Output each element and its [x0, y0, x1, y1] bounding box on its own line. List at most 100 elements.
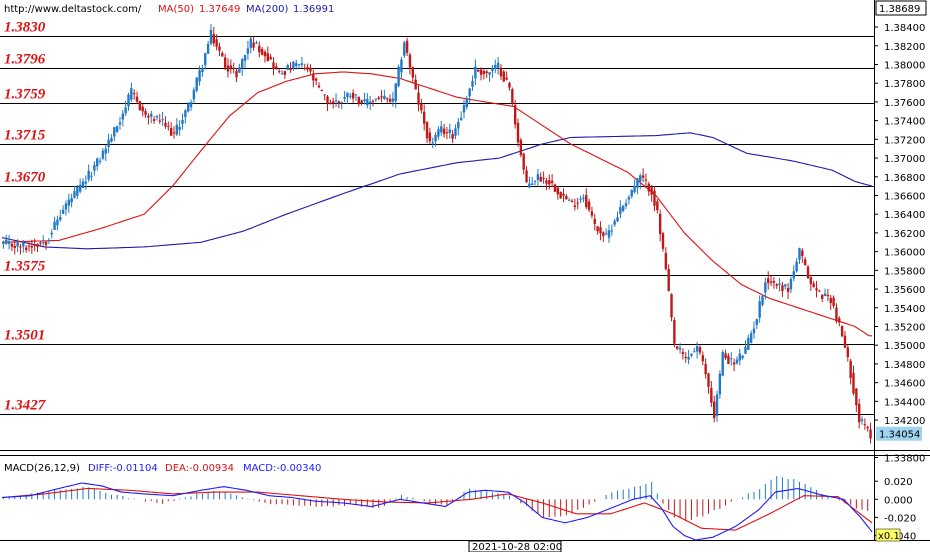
price-tick-label-0: 1.38400 — [884, 23, 925, 34]
candle-body — [531, 183, 534, 186]
candle-body — [727, 355, 730, 364]
candle-body — [658, 213, 662, 235]
candle-body — [280, 73, 284, 75]
candle-body — [73, 191, 76, 198]
candle-body — [440, 126, 443, 133]
macd-diff-line — [1, 482, 873, 541]
candle-body — [238, 67, 241, 73]
price-tick-label-8: 1.36800 — [884, 173, 925, 184]
candle-body — [388, 98, 392, 102]
price-tick-label-2: 1.38000 — [884, 60, 925, 71]
candle-body — [22, 243, 25, 247]
site-url[interactable]: http://www.deltastock.com/ — [4, 4, 142, 15]
candle-body — [374, 98, 378, 100]
candle-body — [36, 243, 39, 247]
level-label-4: 1.3670 — [4, 170, 46, 186]
candle-body — [195, 77, 198, 91]
candle-body — [258, 45, 261, 53]
candle-body — [661, 233, 665, 249]
candle-body — [50, 232, 53, 235]
candle-body — [738, 353, 741, 361]
candle-body — [306, 67, 309, 70]
price-tick-label-16: 1.35200 — [884, 322, 925, 333]
candle-body — [681, 351, 685, 355]
candle-body — [792, 271, 795, 279]
candle-body — [27, 245, 31, 247]
time-axis-strip — [0, 541, 930, 552]
price-tick-label-5: 1.37400 — [884, 117, 925, 128]
candle-body — [33, 244, 36, 246]
candle-body — [803, 259, 807, 266]
candle-body — [641, 175, 645, 178]
candle-body — [357, 96, 360, 104]
candle-body — [408, 54, 412, 68]
main-plot-area[interactable] — [0, 0, 874, 450]
candle-body — [784, 284, 787, 287]
candle-body — [141, 106, 144, 112]
candle-body — [522, 153, 525, 170]
candle-body — [275, 66, 278, 69]
candle-body — [7, 241, 11, 244]
candle-body — [562, 193, 565, 196]
candle-body — [150, 113, 153, 117]
candle-body — [749, 333, 753, 343]
macd-plot-area[interactable] — [0, 456, 874, 540]
candle-body — [277, 71, 281, 73]
ma50-line — [1, 71, 872, 337]
candle-body — [712, 401, 716, 419]
candle-body — [286, 65, 289, 70]
candle-body — [846, 347, 850, 357]
zoom-level[interactable]: x0.1 — [878, 531, 900, 542]
candle-body — [39, 242, 42, 244]
price-tick-label-4: 1.37600 — [884, 98, 925, 109]
candle-body — [462, 105, 466, 113]
candle-body — [457, 121, 460, 129]
candle-body — [53, 221, 56, 230]
candle-body — [101, 150, 105, 159]
candle-body — [525, 170, 528, 183]
zoom-badge[interactable] — [875, 528, 901, 542]
candle-body — [758, 301, 761, 318]
candle-body — [59, 216, 62, 221]
candle-body — [761, 296, 764, 305]
candle-body — [47, 239, 51, 241]
candle-body — [519, 139, 523, 156]
candle-body — [42, 242, 45, 244]
candle-body — [639, 175, 642, 182]
candle-body — [548, 180, 551, 185]
candle-body — [232, 67, 235, 69]
candle-body — [56, 219, 59, 226]
candle-body — [167, 125, 170, 127]
candle-body — [610, 230, 614, 232]
candle-body — [744, 346, 747, 354]
candle-body — [323, 94, 326, 96]
candle-body — [693, 351, 696, 353]
candle-body — [718, 373, 722, 395]
candle-body — [633, 186, 636, 192]
candle-body — [272, 62, 275, 70]
candle-body — [400, 59, 403, 73]
candle-body — [169, 127, 173, 136]
level-label-5: 1.3575 — [4, 259, 46, 275]
level-label-0: 1.3830 — [4, 20, 46, 36]
candle-body — [678, 347, 682, 350]
level-label-7: 1.3427 — [4, 398, 46, 414]
support-resistance-levels — [0, 36, 874, 415]
candle-body — [644, 179, 648, 181]
top-price-box — [875, 0, 927, 16]
candle-body — [13, 246, 16, 249]
candle-body — [371, 100, 375, 102]
candle-body — [223, 57, 227, 68]
candle-body — [340, 101, 343, 103]
candle-body — [468, 88, 471, 97]
candle-body — [724, 353, 727, 359]
candle-body — [437, 129, 440, 137]
price-tick-label-22: 1.33800 — [884, 453, 925, 464]
candle-body — [67, 199, 70, 206]
candle-body — [206, 44, 210, 54]
candle-body — [155, 115, 159, 118]
candle-body — [118, 122, 122, 125]
candle-body — [104, 148, 107, 154]
candle-body — [44, 242, 48, 245]
candle-body — [707, 373, 710, 387]
